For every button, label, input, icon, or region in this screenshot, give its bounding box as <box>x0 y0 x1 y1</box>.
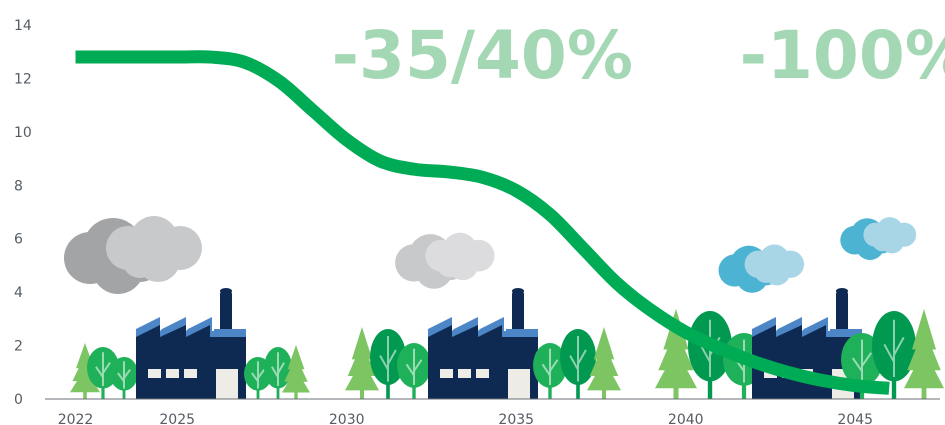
x-tick-label: 2040 <box>668 412 704 425</box>
annotation-2045-target: -100% <box>740 17 945 94</box>
tree-icon <box>872 311 916 399</box>
y-tick-label: 6 <box>14 232 23 248</box>
tree-icon <box>110 357 138 399</box>
y-tick-label: 14 <box>14 18 32 34</box>
cloud-icon <box>395 232 495 289</box>
x-tick-labels: 2022 2025 2030 2035 2040 2045 <box>58 412 873 425</box>
y-tick-label: 2 <box>14 339 23 355</box>
tree-icon <box>904 309 944 399</box>
x-tick-label: 2022 <box>58 412 94 425</box>
y-tick-labels: 0 2 4 6 8 10 12 14 <box>14 18 32 408</box>
x-tick-label: 2045 <box>837 412 873 425</box>
annotations: -35/40% -100% <box>332 17 945 94</box>
tree-icon <box>370 329 406 399</box>
y-tick-label: 8 <box>14 178 23 194</box>
tree-icon <box>533 343 567 399</box>
tree-icon <box>397 343 431 399</box>
tree-icon <box>282 345 310 399</box>
y-tick-label: 12 <box>14 71 32 87</box>
factory-icon <box>136 288 246 399</box>
annotation-2030-target: -35/40% <box>332 17 633 94</box>
y-tick-label: 4 <box>14 285 23 301</box>
tree-icon <box>345 327 379 399</box>
x-tick-label: 2035 <box>498 412 534 425</box>
illustration <box>64 216 944 399</box>
cloud-icon <box>64 216 202 294</box>
series-group <box>75 50 890 395</box>
tree-icon <box>587 327 621 399</box>
series-line <box>75 50 890 395</box>
cloud-icon <box>840 217 917 260</box>
tree-icon <box>264 347 292 399</box>
x-tick-label: 2030 <box>329 412 365 425</box>
factory-icon <box>428 288 538 399</box>
y-tick-label: 0 <box>14 392 23 408</box>
cloud-icon <box>718 244 805 293</box>
tree-icon <box>560 329 596 399</box>
y-tick-label: 10 <box>14 125 32 141</box>
x-tick-label: 2025 <box>159 412 195 425</box>
